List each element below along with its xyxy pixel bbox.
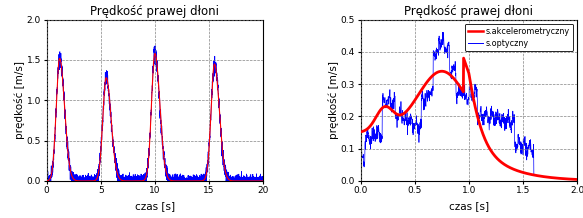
Title: Prędkość prawej dłoni: Prędkość prawej dłoni — [90, 5, 219, 19]
Y-axis label: prędkość [m/s]: prędkość [m/s] — [328, 61, 339, 139]
Y-axis label: prędkość [m/s]: prędkość [m/s] — [15, 61, 25, 139]
Title: Prędkość prawej dłoni: Prędkość prawej dłoni — [405, 5, 533, 19]
X-axis label: czas [s]: czas [s] — [449, 201, 489, 211]
Legend: s.akcelerometryczny, s.optyczny: s.akcelerometryczny, s.optyczny — [465, 24, 573, 51]
X-axis label: czas [s]: czas [s] — [135, 201, 175, 211]
